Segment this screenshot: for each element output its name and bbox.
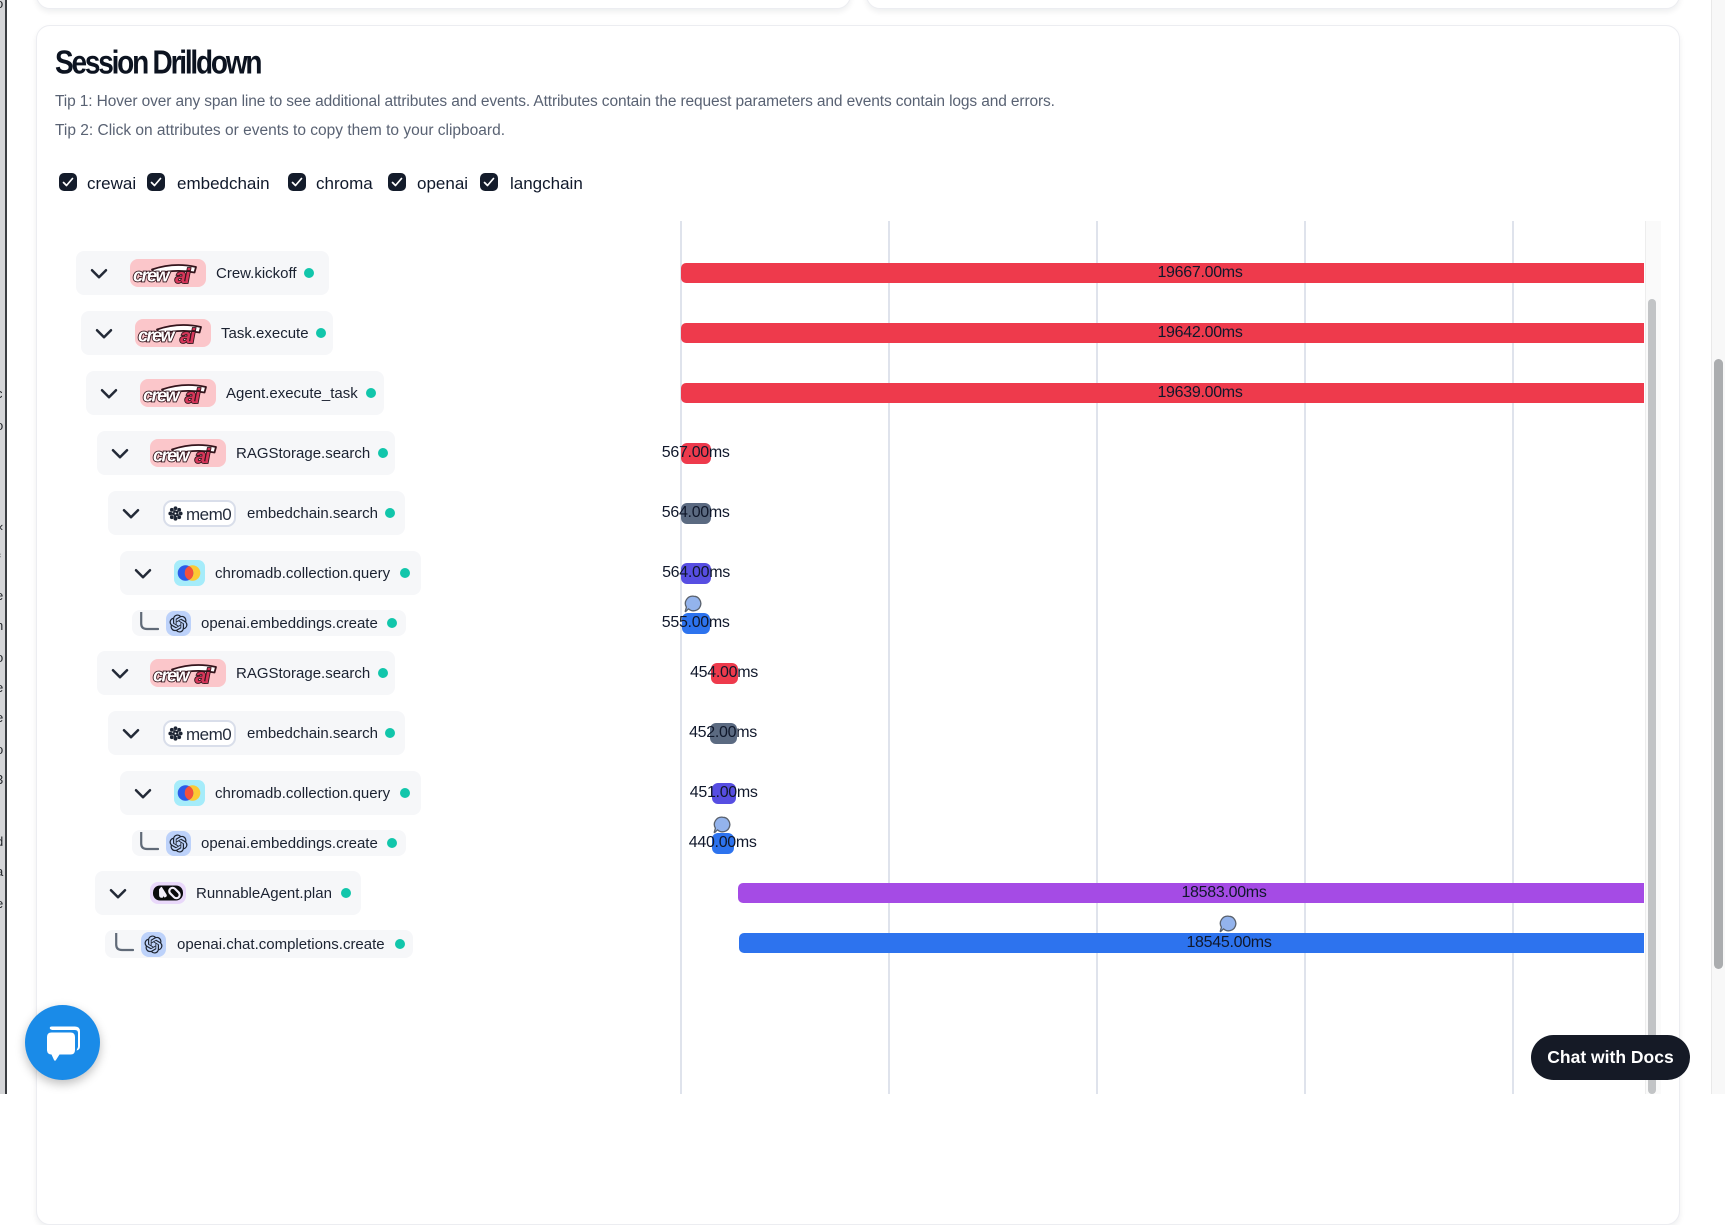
svg-text:crew: crew [153,446,191,466]
svg-text:mem0: mem0 [186,725,231,744]
svg-text:crew: crew [138,326,176,346]
svg-text:ai: ai [195,666,211,687]
svg-text:crew: crew [153,666,191,686]
svg-text:ai: ai [185,386,201,407]
svg-text:ai: ai [175,266,191,287]
svg-text:crew: crew [133,266,171,286]
svg-text:ai: ai [180,326,196,347]
svg-text:crew: crew [143,386,181,406]
svg-text:mem0: mem0 [186,505,231,524]
svg-text:ai: ai [195,446,211,467]
